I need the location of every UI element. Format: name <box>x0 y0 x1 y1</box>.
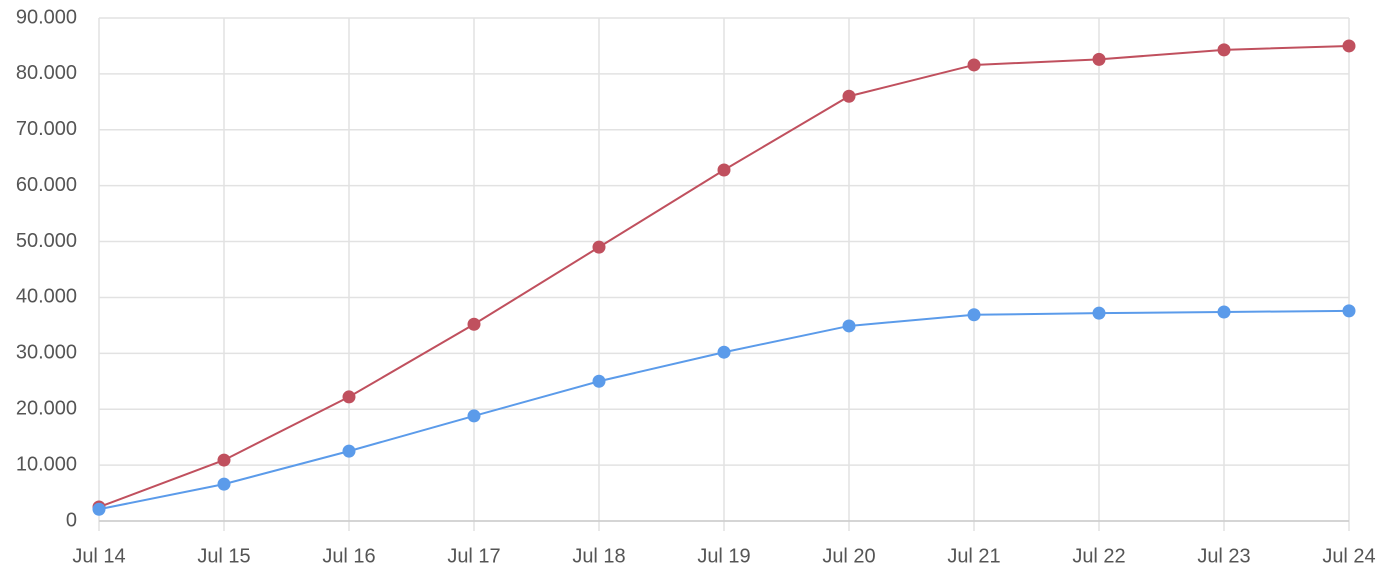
x-tick-label: Jul 19 <box>697 545 750 567</box>
y-tick-label: 20.000 <box>16 398 77 420</box>
x-tick-label: Jul 21 <box>947 545 1000 567</box>
x-tick-label: Jul 24 <box>1322 545 1375 567</box>
x-tick-label: Jul 14 <box>72 545 125 567</box>
y-tick-label: 70.000 <box>16 118 77 140</box>
data-point <box>217 477 231 491</box>
x-tick-label: Jul 15 <box>197 545 250 567</box>
data-point <box>717 163 731 177</box>
y-tick-label: 60.000 <box>16 174 77 196</box>
y-tick-label: 10.000 <box>16 453 77 475</box>
x-tick-label: Jul 23 <box>1197 545 1250 567</box>
data-point <box>467 317 481 331</box>
x-tick-label: Jul 20 <box>822 545 875 567</box>
y-tick-label: 0 <box>66 509 77 531</box>
y-tick-label: 50.000 <box>16 230 77 252</box>
data-point <box>1342 304 1356 318</box>
data-point <box>967 58 981 72</box>
data-point <box>967 308 981 322</box>
x-tick-label: Jul 22 <box>1072 545 1125 567</box>
data-point <box>467 409 481 423</box>
data-point <box>842 319 856 333</box>
y-tick-label: 30.000 <box>16 342 77 364</box>
y-tick-label: 40.000 <box>16 286 77 308</box>
data-point <box>1342 39 1356 53</box>
data-point <box>342 444 356 458</box>
data-point <box>1092 52 1106 66</box>
data-point <box>1217 43 1231 57</box>
data-point <box>717 345 731 359</box>
x-tick-label: Jul 17 <box>447 545 500 567</box>
y-tick-label: 90.000 <box>16 6 77 28</box>
data-point <box>1217 305 1231 319</box>
x-tick-label: Jul 16 <box>322 545 375 567</box>
data-point <box>842 89 856 103</box>
x-tick-label: Jul 18 <box>572 545 625 567</box>
y-tick-label: 80.000 <box>16 62 77 84</box>
data-point <box>342 390 356 404</box>
data-point <box>592 240 606 254</box>
data-point <box>217 453 231 467</box>
data-point <box>592 374 606 388</box>
data-point <box>1092 306 1106 320</box>
data-point <box>92 502 106 516</box>
